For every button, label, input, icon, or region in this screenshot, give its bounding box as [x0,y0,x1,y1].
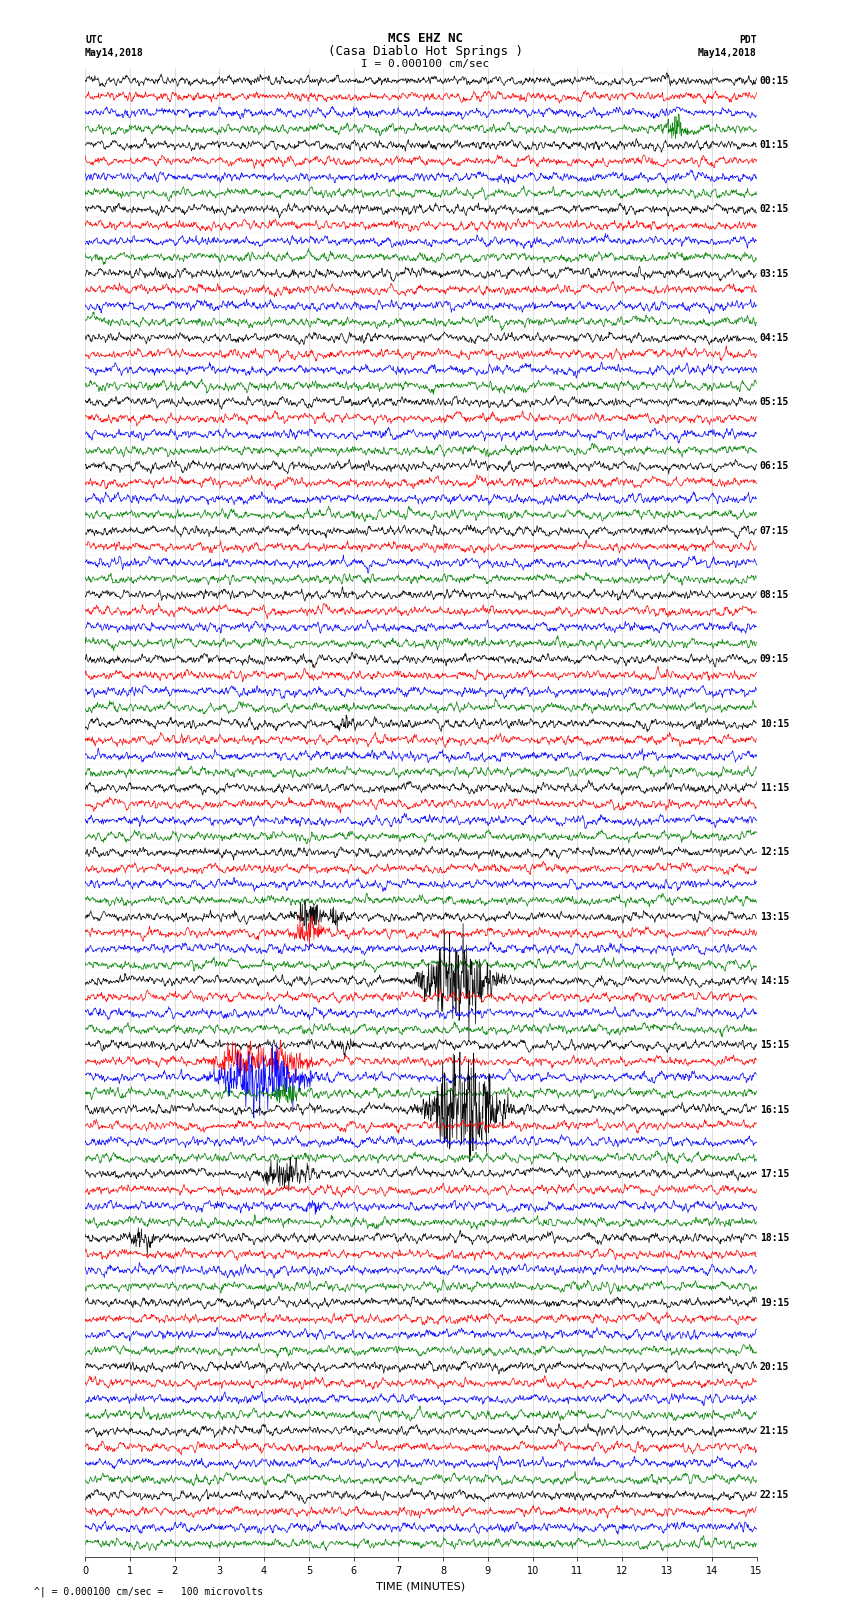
Text: UTC: UTC [85,35,103,45]
Text: 13:15: 13:15 [760,911,790,921]
Text: 22:15: 22:15 [760,1490,790,1500]
Text: 01:15: 01:15 [760,140,790,150]
Text: 15:15: 15:15 [760,1040,790,1050]
Text: 20:15: 20:15 [760,1361,790,1371]
Text: 07:15: 07:15 [760,526,790,536]
Text: 17:15: 17:15 [760,1169,790,1179]
Text: 10:15: 10:15 [760,719,790,729]
Text: 11:15: 11:15 [760,782,790,794]
Text: 00:15: 00:15 [760,76,790,85]
Text: PDT: PDT [739,35,756,45]
Text: 18:15: 18:15 [760,1234,790,1244]
Text: May14,2018: May14,2018 [698,48,756,58]
Text: 02:15: 02:15 [760,205,790,215]
Text: 21:15: 21:15 [760,1426,790,1436]
Text: ^| = 0.000100 cm/sec =   100 microvolts: ^| = 0.000100 cm/sec = 100 microvolts [34,1586,264,1597]
Text: 09:15: 09:15 [760,655,790,665]
Text: 12:15: 12:15 [760,847,790,858]
Text: 08:15: 08:15 [760,590,790,600]
Text: 04:15: 04:15 [760,332,790,344]
Text: 05:15: 05:15 [760,397,790,406]
Text: 14:15: 14:15 [760,976,790,986]
Text: 16:15: 16:15 [760,1105,790,1115]
X-axis label: TIME (MINUTES): TIME (MINUTES) [377,1581,465,1590]
Text: 19:15: 19:15 [760,1297,790,1308]
Text: MCS EHZ NC: MCS EHZ NC [388,32,462,45]
Text: May14,2018: May14,2018 [85,48,144,58]
Text: (Casa Diablo Hot Springs ): (Casa Diablo Hot Springs ) [327,45,523,58]
Text: I = 0.000100 cm/sec: I = 0.000100 cm/sec [361,60,489,69]
Text: 03:15: 03:15 [760,268,790,279]
Text: 06:15: 06:15 [760,461,790,471]
